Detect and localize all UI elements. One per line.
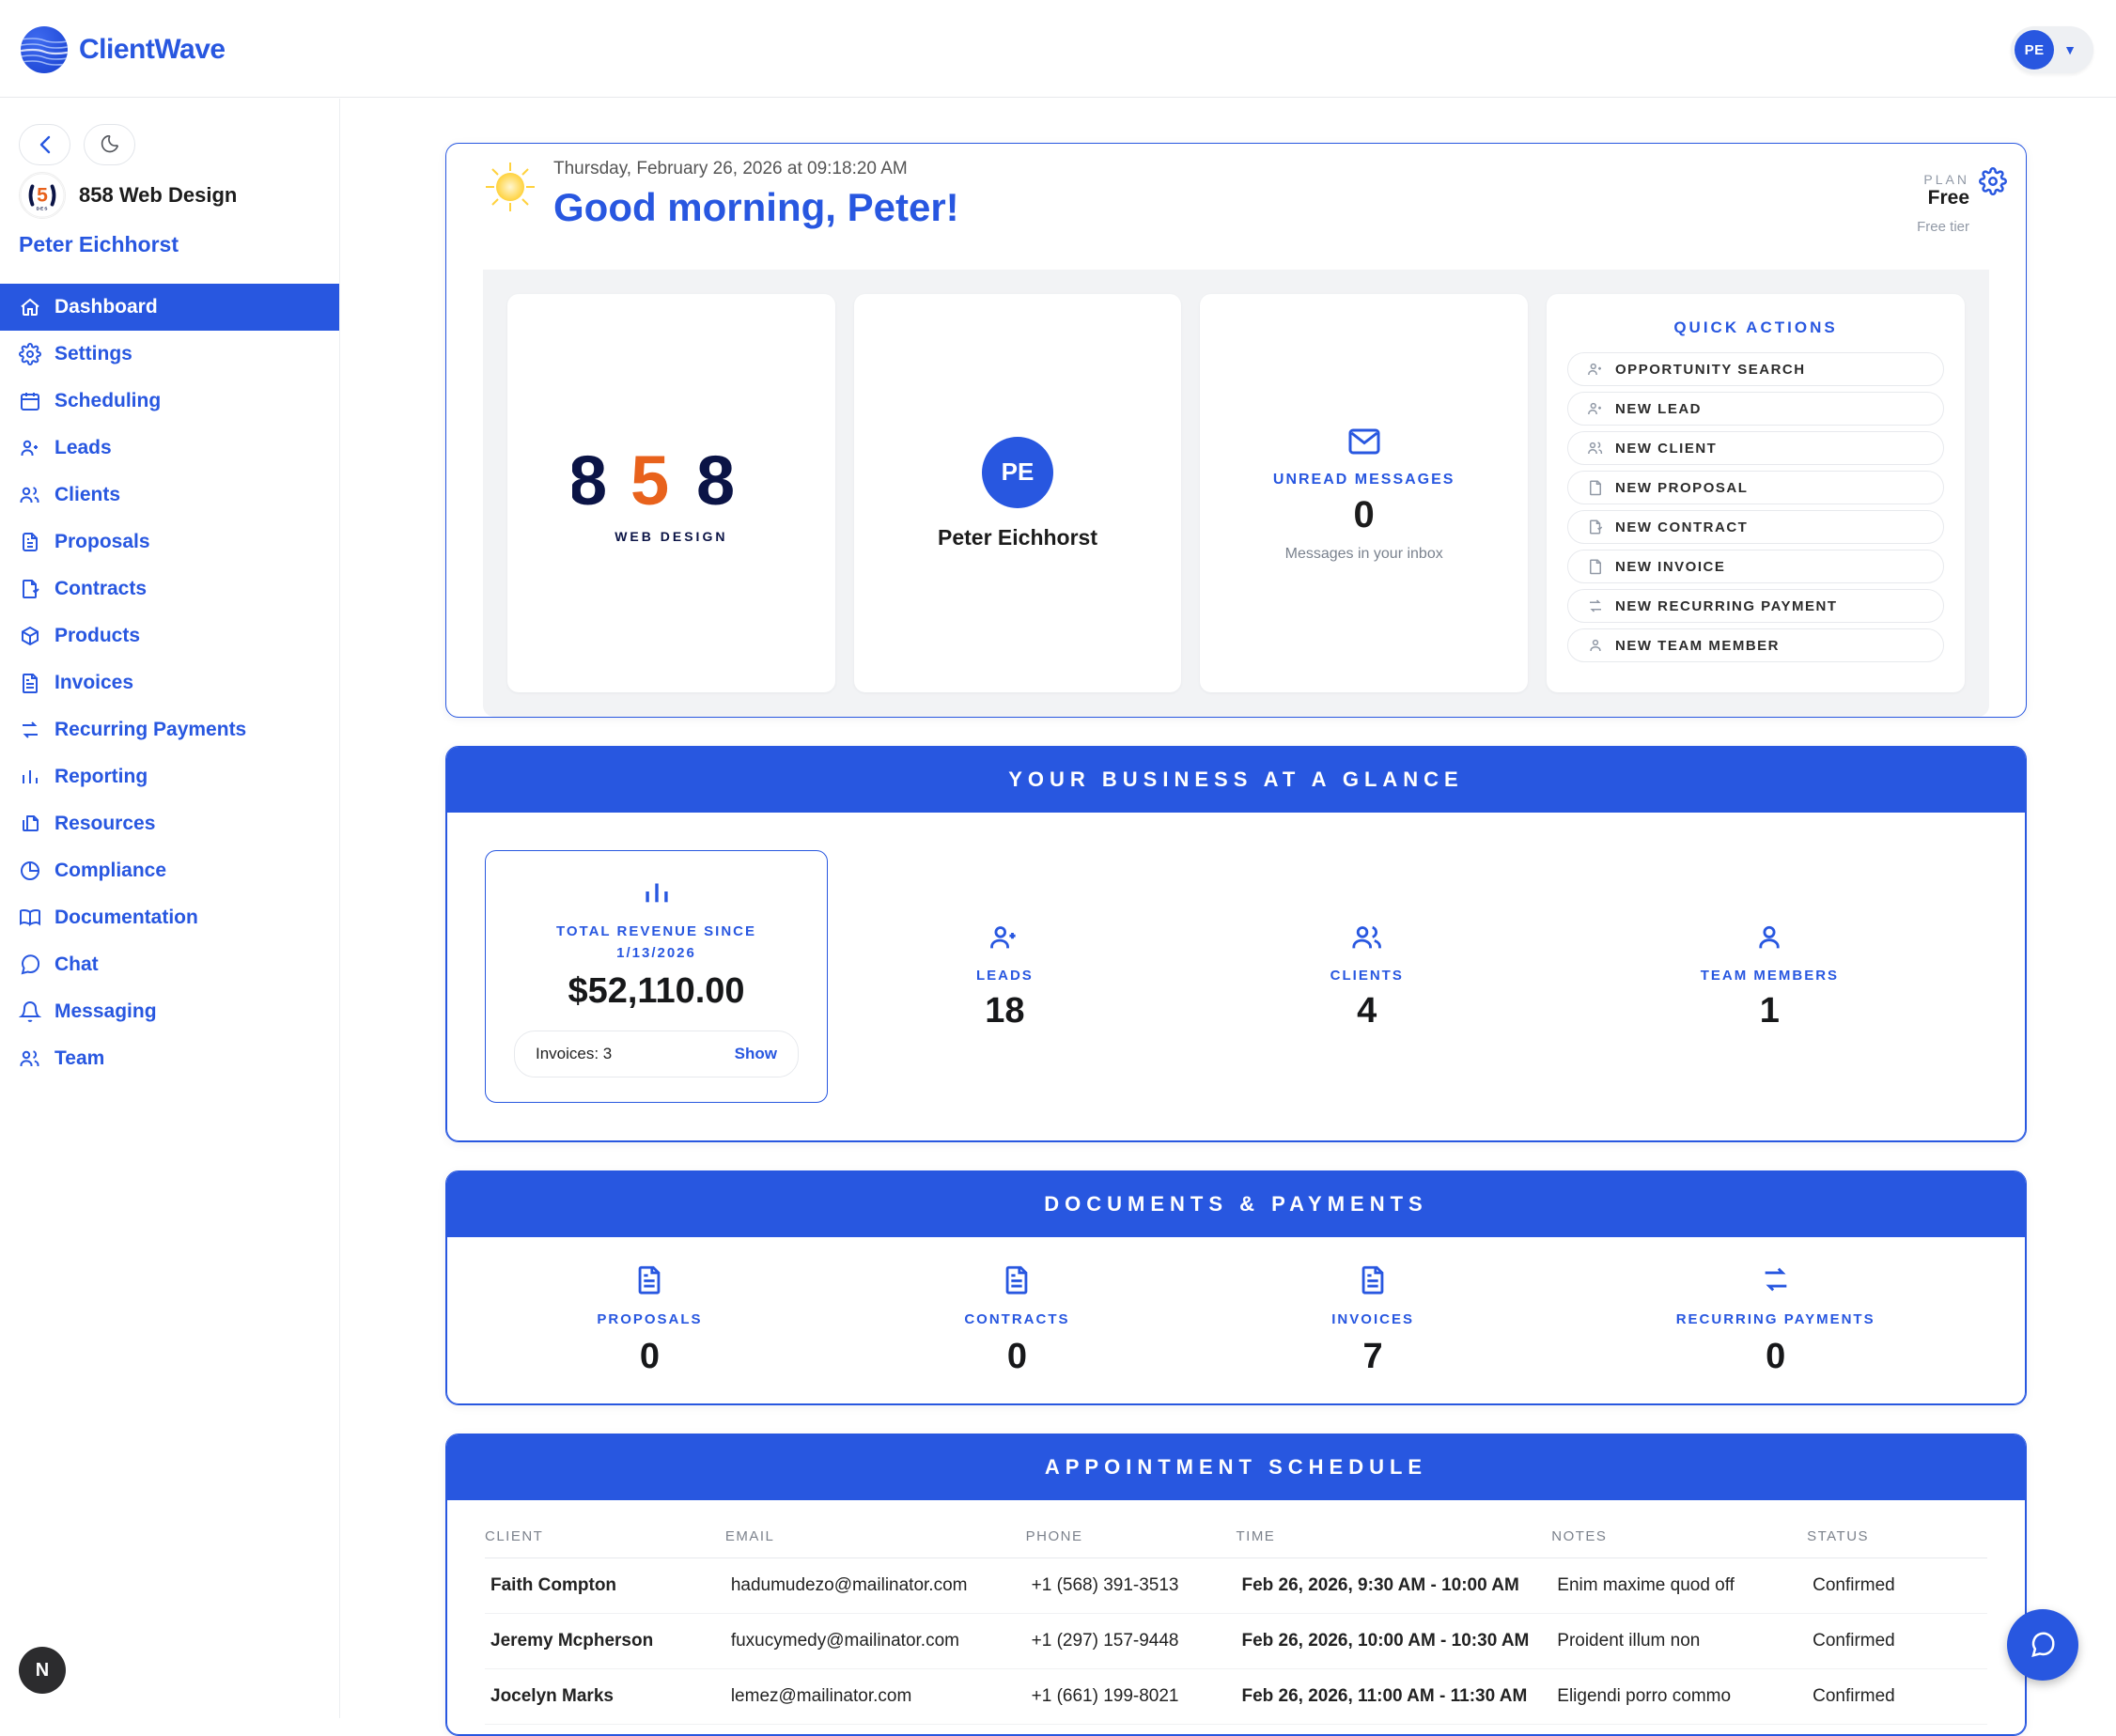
svg-text:DES: DES [37, 206, 49, 211]
svg-text:5: 5 [37, 185, 48, 207]
svg-text:5: 5 [630, 442, 669, 519]
svg-text:8: 8 [572, 442, 607, 519]
svg-text:8: 8 [696, 442, 735, 519]
